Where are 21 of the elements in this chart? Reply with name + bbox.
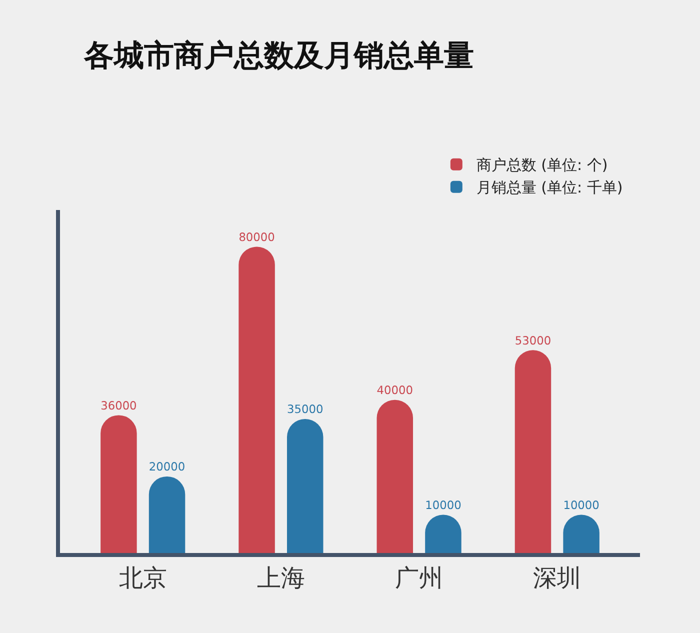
bar	[148, 476, 186, 553]
bar	[376, 400, 414, 553]
data-label: 10000	[425, 498, 462, 512]
x-tick-label: 北京	[118, 564, 167, 592]
bar	[514, 350, 552, 553]
legend-label: 月销总量 (单位: 千单)	[476, 178, 623, 197]
x-tick-label: 深圳	[533, 564, 582, 592]
data-label: 80000	[238, 230, 275, 244]
bar	[100, 415, 137, 553]
legend-label: 商户总数 (单位: 个)	[476, 156, 608, 174]
bar	[286, 419, 324, 553]
data-label: 53000	[514, 333, 552, 348]
chart-title: 各城市商户总数及月销总单量	[83, 38, 474, 74]
data-label: 36000	[100, 398, 137, 412]
bar	[238, 246, 275, 553]
data-label: 35000	[287, 402, 324, 416]
data-label: 40000	[376, 383, 413, 398]
data-label: 10000	[563, 498, 600, 512]
x-tick-label: 上海	[256, 564, 305, 592]
x-tick-label: 广州	[395, 564, 444, 592]
data-label: 20000	[148, 460, 186, 474]
